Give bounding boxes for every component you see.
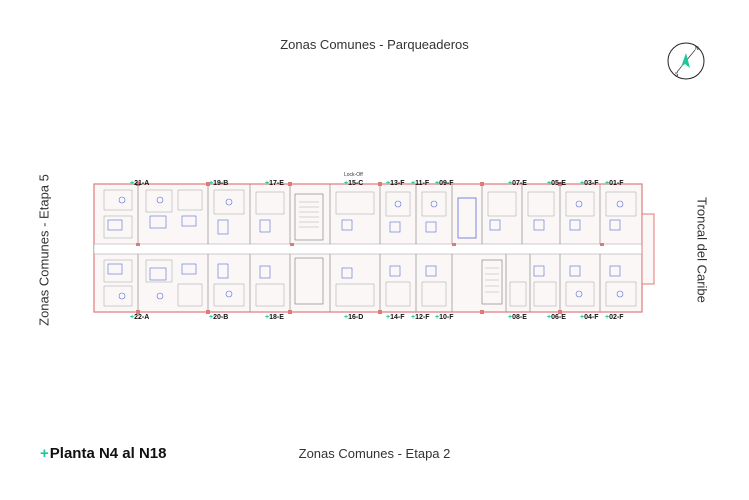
right-context-label: Troncal del Caribe	[694, 197, 710, 303]
floor-title: +Planta N4 al N18	[40, 445, 166, 462]
title-text: Planta N4 al N18	[49, 445, 167, 462]
compass-south: S	[675, 72, 679, 78]
top-context-label: Zonas Comunes - Parqueaderos	[280, 37, 469, 52]
unit-label-10-F: +10-F	[435, 314, 454, 321]
compass-needle	[681, 53, 690, 68]
unit-label-08-E: +08-E	[508, 314, 527, 321]
unit-label-07-E: +07-E	[508, 180, 527, 187]
unit-label-04-F: +04-F	[580, 314, 599, 321]
east-annex	[641, 213, 655, 285]
unit-label-18-E: +18-E	[265, 314, 284, 321]
unit-label-05-E: +05-E	[547, 180, 566, 187]
unit-label-16-D: +16-D	[344, 314, 364, 321]
title-plus: +	[40, 445, 49, 462]
unit-label-11-F: +11-F	[411, 180, 430, 187]
stair-core-south	[294, 257, 324, 305]
unit-label-19-B: +19-B	[209, 180, 229, 187]
elevator-core	[457, 197, 477, 239]
unit-label-14-F: +14-F	[386, 314, 405, 321]
stair-core-north	[294, 193, 324, 241]
unit-label-17-E: +17-E	[265, 180, 284, 187]
bottom-context-label: Zonas Comunes - Etapa 2	[298, 446, 451, 461]
unit-label-02-F: +02-F	[605, 314, 624, 321]
unit-label-15-C: +15-C	[344, 180, 364, 187]
unit-label-09-F: +09-F	[435, 180, 454, 187]
unit-label-06-E: +06-E	[547, 314, 566, 321]
unit-label-03-F: +03-F	[580, 180, 599, 187]
unit-label-21-A: +21-A	[130, 180, 150, 187]
lockoff-note: Lock-Off	[344, 172, 363, 178]
unit-label-22-A: +22-A	[130, 314, 150, 321]
unit-label-01-F: +01-F	[605, 180, 624, 187]
unit-label-12-F: +12-F	[411, 314, 430, 321]
compass-icon: N S	[667, 42, 705, 80]
left-context-label: Zonas Comunes - Etapa 5	[36, 174, 52, 326]
stair-core-east	[481, 259, 503, 305]
central-corridor	[93, 243, 643, 255]
unit-label-20-B: +20-B	[209, 314, 229, 321]
unit-label-13-F: +13-F	[386, 180, 405, 187]
compass-north: N	[695, 46, 699, 52]
floor-plan	[93, 182, 655, 314]
